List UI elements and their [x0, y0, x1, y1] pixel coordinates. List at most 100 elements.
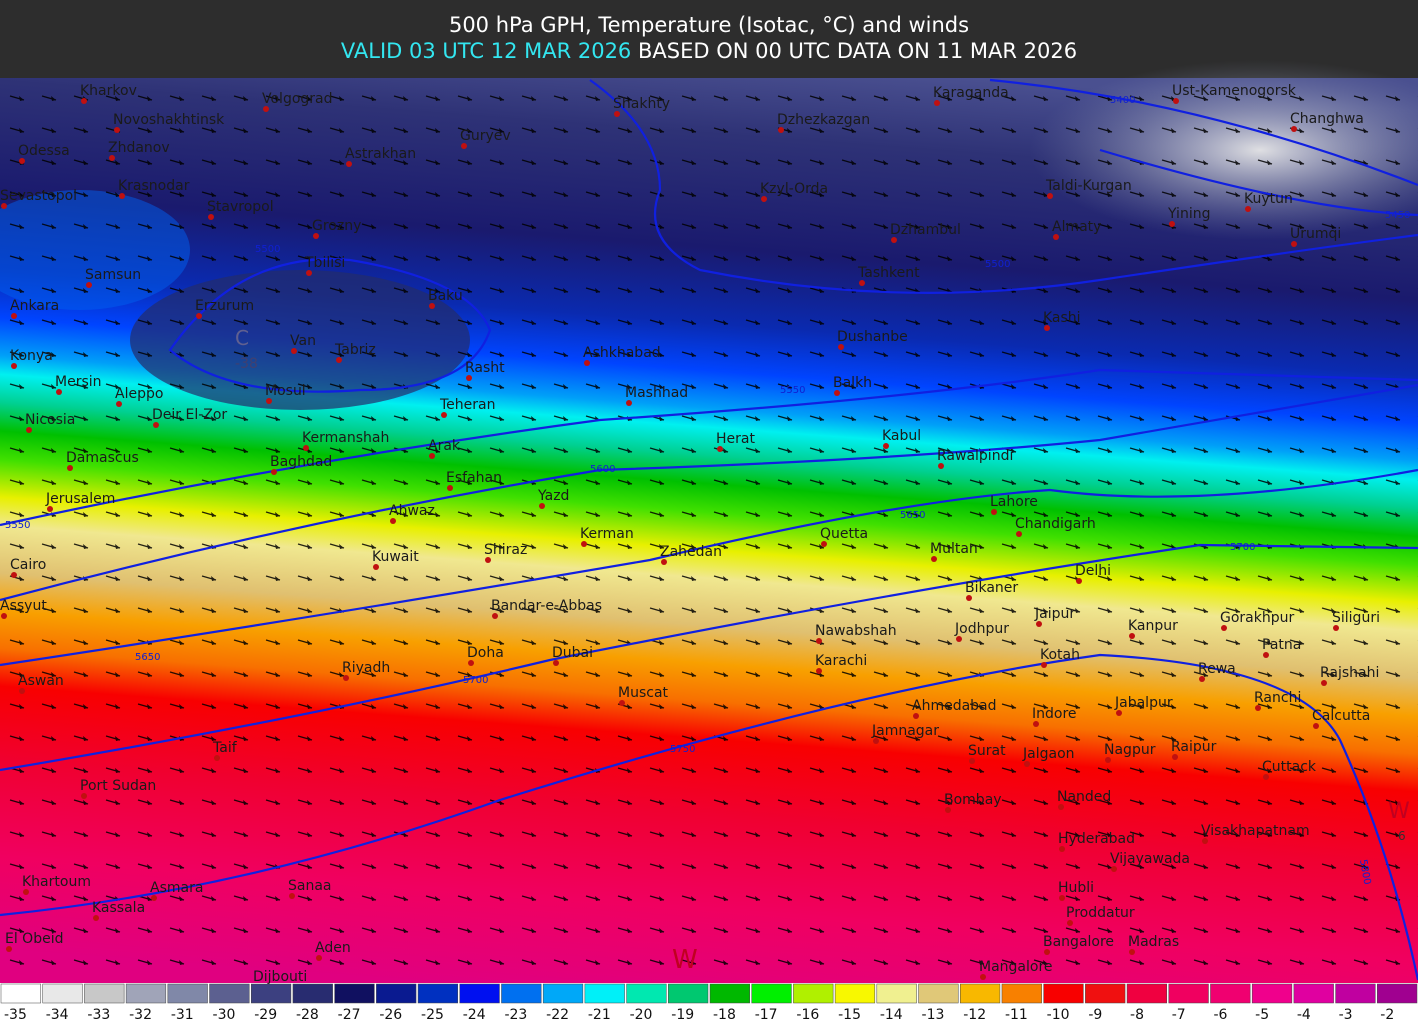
legend-swatch — [793, 983, 834, 1004]
city-dot — [1016, 531, 1022, 537]
map-title: 500 hPa GPH, Temperature (Isotac, °C) an… — [449, 13, 969, 37]
legend-label: -13 — [922, 1007, 945, 1023]
city-label: Baghdad — [270, 454, 332, 470]
legend-label: -17 — [755, 1007, 778, 1023]
city-dot — [6, 946, 12, 952]
city-label: Jerusalem — [45, 491, 115, 507]
city-dot — [81, 793, 87, 799]
city-dot — [816, 638, 822, 644]
city-dot — [316, 955, 322, 961]
city-label: Kashi — [1043, 310, 1081, 326]
city-dot — [1129, 633, 1135, 639]
city-label: Yazd — [537, 488, 569, 504]
city-label: Almaty — [1052, 219, 1101, 235]
city-label: Nicosia — [25, 412, 75, 428]
contour-label: 5650 — [900, 510, 925, 521]
legend-strip — [0, 1004, 1418, 1024]
city-dot — [93, 915, 99, 921]
city-label: Raipur — [1171, 739, 1217, 755]
city-dot — [1199, 676, 1205, 682]
city-label: Shakhty — [613, 96, 670, 112]
city-label: Nanded — [1057, 789, 1111, 805]
city-dot — [661, 559, 667, 565]
city-dot — [19, 688, 25, 694]
contour-label: 5700 — [463, 675, 488, 686]
header-bar — [0, 0, 1418, 78]
legend-label: -7 — [1172, 1007, 1186, 1023]
city-label: Visakhapatnam — [1201, 823, 1310, 839]
city-label: Sanaa — [288, 878, 332, 894]
contour-line — [589, 79, 1418, 294]
city-label: Bandar-e-Abbas — [491, 598, 602, 614]
city-label: Volgograd — [262, 91, 333, 107]
city-dot — [938, 463, 944, 469]
city-dot — [1116, 710, 1122, 716]
city-label: Madras — [1128, 934, 1179, 950]
legend-label: -10 — [1047, 1007, 1070, 1023]
city-dot — [67, 465, 73, 471]
color-legend: -35 -34 -33 -32 -31 -30 -29 -28 -27 -26 -25 -24 -23 -… — [0, 983, 1418, 1024]
city-dot — [778, 127, 784, 133]
legend-swatch — [125, 983, 167, 1004]
legend-label: -21 — [588, 1007, 611, 1023]
city-label: Shiraz — [484, 542, 527, 558]
city-dot — [271, 469, 277, 475]
city-dot — [429, 303, 435, 309]
city-label: Kharkov — [80, 83, 137, 99]
city-label: Calcutta — [1312, 708, 1370, 724]
map-subtitle: VALID 03 UTC 12 MAR 2026 BASED ON 00 UTC… — [341, 39, 1077, 63]
city-label: Balkh — [833, 375, 872, 391]
legend-label: -8 — [1130, 1007, 1144, 1023]
city-dot — [346, 161, 352, 167]
city-dot — [1313, 723, 1319, 729]
city-label: Deir El-Zor — [152, 407, 227, 423]
legend-swatch — [709, 983, 750, 1004]
legend-swatch — [1043, 983, 1084, 1004]
city-dot — [619, 700, 625, 706]
city-label: Dushanbe — [837, 329, 908, 345]
city-label: Urumqi — [1290, 226, 1341, 242]
legend-label: -33 — [87, 1007, 110, 1023]
legend-label: -5 — [1255, 1007, 1269, 1023]
legend-swatch — [1085, 983, 1126, 1004]
city-dot — [109, 155, 115, 161]
city-dot — [306, 270, 312, 276]
city-label: Taif — [212, 740, 238, 756]
city-label: Jodhpur — [954, 621, 1009, 637]
city-dot — [151, 895, 157, 901]
legend-label: -6 — [1213, 1007, 1227, 1023]
city-dot — [883, 443, 889, 449]
pressure-marker: 6 — [1398, 829, 1406, 843]
city-dot — [581, 541, 587, 547]
city-dot — [47, 506, 53, 512]
city-dot — [11, 313, 17, 319]
city-dot — [291, 348, 297, 354]
legend-swatch — [1335, 983, 1376, 1004]
city-dot — [553, 660, 559, 666]
city-dot — [441, 412, 447, 418]
city-label: Kermanshah — [302, 430, 389, 446]
city-label: Doha — [467, 645, 504, 661]
city-label: Riyadh — [342, 660, 390, 676]
city-label: Grozny — [312, 218, 361, 234]
pressure-marker: C — [235, 326, 249, 350]
city-label: Delhi — [1075, 563, 1111, 579]
city-dot — [26, 427, 32, 433]
legend-swatch — [334, 983, 375, 1004]
city-dot — [1291, 126, 1297, 132]
legend-label: -25 — [421, 1007, 444, 1023]
city-label: Ahwaz — [389, 503, 435, 519]
city-dot — [838, 344, 844, 350]
city-label: Siliguri — [1332, 610, 1380, 626]
city-label: Asmara — [150, 880, 203, 896]
city-label: Odessa — [18, 143, 70, 159]
city-dot — [11, 572, 17, 578]
city-label: Jalgaon — [1022, 746, 1075, 762]
legend-swatch — [1377, 983, 1418, 1004]
map-area: Kharkov Volgograd Novoshakhtinsk Zhdanov Ode… — [0, 60, 1418, 990]
city-label: Ranchi — [1254, 690, 1301, 706]
city-dot — [1041, 662, 1047, 668]
city-label: Hubli — [1058, 880, 1094, 896]
city-label: Surat — [968, 743, 1006, 759]
city-label: Mangalore — [979, 959, 1053, 975]
